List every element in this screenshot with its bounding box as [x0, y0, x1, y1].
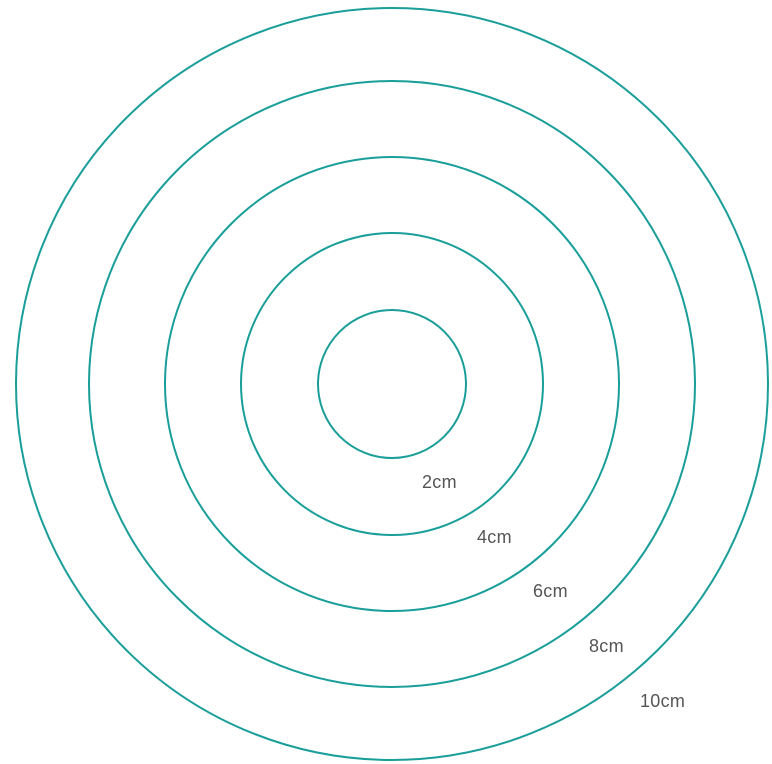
ring-label-6cm: 6cm — [533, 581, 568, 601]
ring-label-2cm: 2cm — [422, 472, 457, 492]
ring-10cm — [15, 7, 769, 761]
ring-label-4cm: 4cm — [477, 527, 512, 547]
ring-2cm — [317, 309, 467, 459]
ring-label-8cm: 8cm — [589, 636, 624, 656]
ring-6cm — [164, 156, 620, 612]
ring-8cm — [88, 80, 696, 688]
ring-4cm — [240, 232, 544, 536]
ring-labels: 2cm 4cm 6cm 8cm 10cm — [422, 472, 685, 711]
ring-group — [15, 7, 769, 761]
ring-label-10cm: 10cm — [640, 691, 685, 711]
